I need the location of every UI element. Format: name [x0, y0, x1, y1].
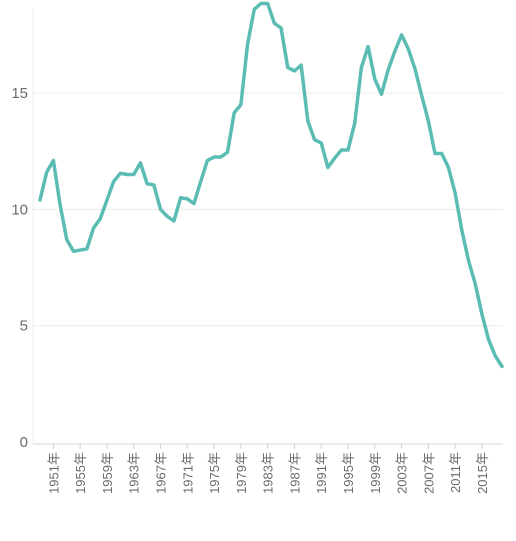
- data-point-2011: [453, 191, 457, 195]
- x-tick-label: 1995年: [341, 452, 356, 494]
- data-point-2009: [440, 152, 444, 156]
- data-point-1957: [92, 226, 96, 230]
- x-tick-label: 1959年: [100, 452, 115, 494]
- x-tick-label: 2003年: [395, 452, 410, 494]
- data-point-1972: [192, 202, 196, 206]
- data-point-1950: [45, 170, 49, 174]
- y-tick-label: 0: [20, 434, 28, 451]
- x-tick-label: 1991年: [314, 452, 329, 494]
- data-point-1987: [292, 69, 296, 73]
- data-point-1985: [279, 26, 283, 30]
- data-point-2018: [500, 364, 504, 368]
- data-point-1996: [353, 121, 357, 125]
- data-point-1998: [366, 45, 370, 49]
- x-tick-label: 1987年: [287, 452, 302, 494]
- data-point-1992: [326, 165, 330, 169]
- data-point-1961: [118, 171, 122, 175]
- data-point-1974: [205, 159, 209, 163]
- x-tick-label: 1955年: [73, 452, 88, 494]
- data-point-2015: [480, 312, 484, 316]
- data-point-1958: [98, 217, 102, 221]
- data-point-2000: [379, 92, 383, 96]
- data-point-1969: [172, 219, 176, 223]
- x-tick-label: 1967年: [154, 452, 169, 494]
- data-point-1962: [125, 172, 129, 176]
- data-point-2005: [413, 67, 417, 71]
- data-point-1952: [58, 203, 62, 207]
- data-point-1976: [219, 155, 223, 159]
- data-point-1997: [359, 65, 363, 69]
- data-point-2003: [400, 33, 404, 37]
- data-point-1960: [112, 179, 116, 183]
- series-line-0: [38, 1, 504, 369]
- data-point-2016: [487, 338, 491, 342]
- data-point-2007: [426, 119, 430, 123]
- data-point-1963: [132, 172, 136, 176]
- x-tick-label: 1979年: [234, 452, 249, 494]
- data-point-1982: [259, 1, 263, 5]
- data-point-1965: [145, 182, 149, 186]
- y-tick-label: 10: [11, 201, 28, 218]
- x-tick-label: 1971年: [180, 452, 195, 494]
- x-tick-label: 1963年: [127, 452, 142, 494]
- data-point-1979: [239, 103, 243, 107]
- data-point-1953: [65, 238, 69, 242]
- y-tick-label: 5: [20, 318, 28, 335]
- data-point-2014: [473, 282, 477, 286]
- data-point-2012: [460, 228, 464, 232]
- data-point-1975: [212, 155, 216, 159]
- data-point-2017: [493, 354, 497, 358]
- y-tick-label: 15: [11, 85, 28, 102]
- x-tick-label: 1983年: [261, 452, 276, 494]
- data-point-1986: [286, 65, 290, 69]
- data-point-1980: [246, 42, 250, 46]
- data-point-1973: [199, 179, 203, 183]
- data-point-1956: [85, 247, 89, 251]
- x-tick-label: 1951年: [46, 452, 61, 494]
- data-point-2002: [393, 49, 397, 53]
- data-point-1994: [339, 148, 343, 152]
- series-layer: [38, 1, 504, 369]
- data-point-1988: [299, 63, 303, 67]
- data-point-1955: [78, 248, 82, 252]
- data-point-1949: [38, 198, 42, 202]
- x-tick-label: 1999年: [368, 452, 383, 494]
- data-point-1989: [306, 119, 310, 123]
- x-tick-label: 2015年: [475, 452, 490, 494]
- x-tick-label: 2007年: [421, 452, 436, 494]
- data-point-1984: [272, 21, 276, 25]
- data-point-2010: [446, 165, 450, 169]
- data-point-1970: [179, 196, 183, 200]
- data-point-2008: [433, 152, 437, 156]
- data-point-1971: [185, 197, 189, 201]
- data-point-1978: [232, 111, 236, 115]
- data-point-2001: [386, 68, 390, 72]
- data-point-1999: [373, 77, 377, 81]
- y-axis-ticks: 0 5 10 15: [11, 85, 28, 451]
- x-tick-label: 2011年: [448, 452, 463, 493]
- data-point-2004: [406, 47, 410, 51]
- data-point-1990: [313, 138, 317, 142]
- data-point-1951: [51, 159, 55, 163]
- data-point-1995: [346, 148, 350, 152]
- data-point-1977: [225, 150, 229, 154]
- data-point-1981: [252, 7, 256, 11]
- data-point-1966: [152, 183, 156, 187]
- gridlines: [33, 92, 503, 327]
- data-point-1967: [159, 207, 163, 211]
- data-point-1983: [266, 1, 270, 5]
- x-tick-label: 1975年: [207, 452, 222, 494]
- x-axis-ticks: 1951年 1955年 1959年 1963年 1967年 1971年 1975年 1979年…: [46, 444, 490, 494]
- data-point-1959: [105, 198, 109, 202]
- data-point-1993: [333, 156, 337, 160]
- data-point-2006: [420, 93, 424, 97]
- data-point-1964: [138, 161, 142, 165]
- data-point-1991: [319, 141, 323, 145]
- data-point-2013: [467, 259, 471, 263]
- data-point-1968: [165, 214, 169, 218]
- axes: [32, 8, 503, 445]
- data-point-1954: [71, 249, 75, 253]
